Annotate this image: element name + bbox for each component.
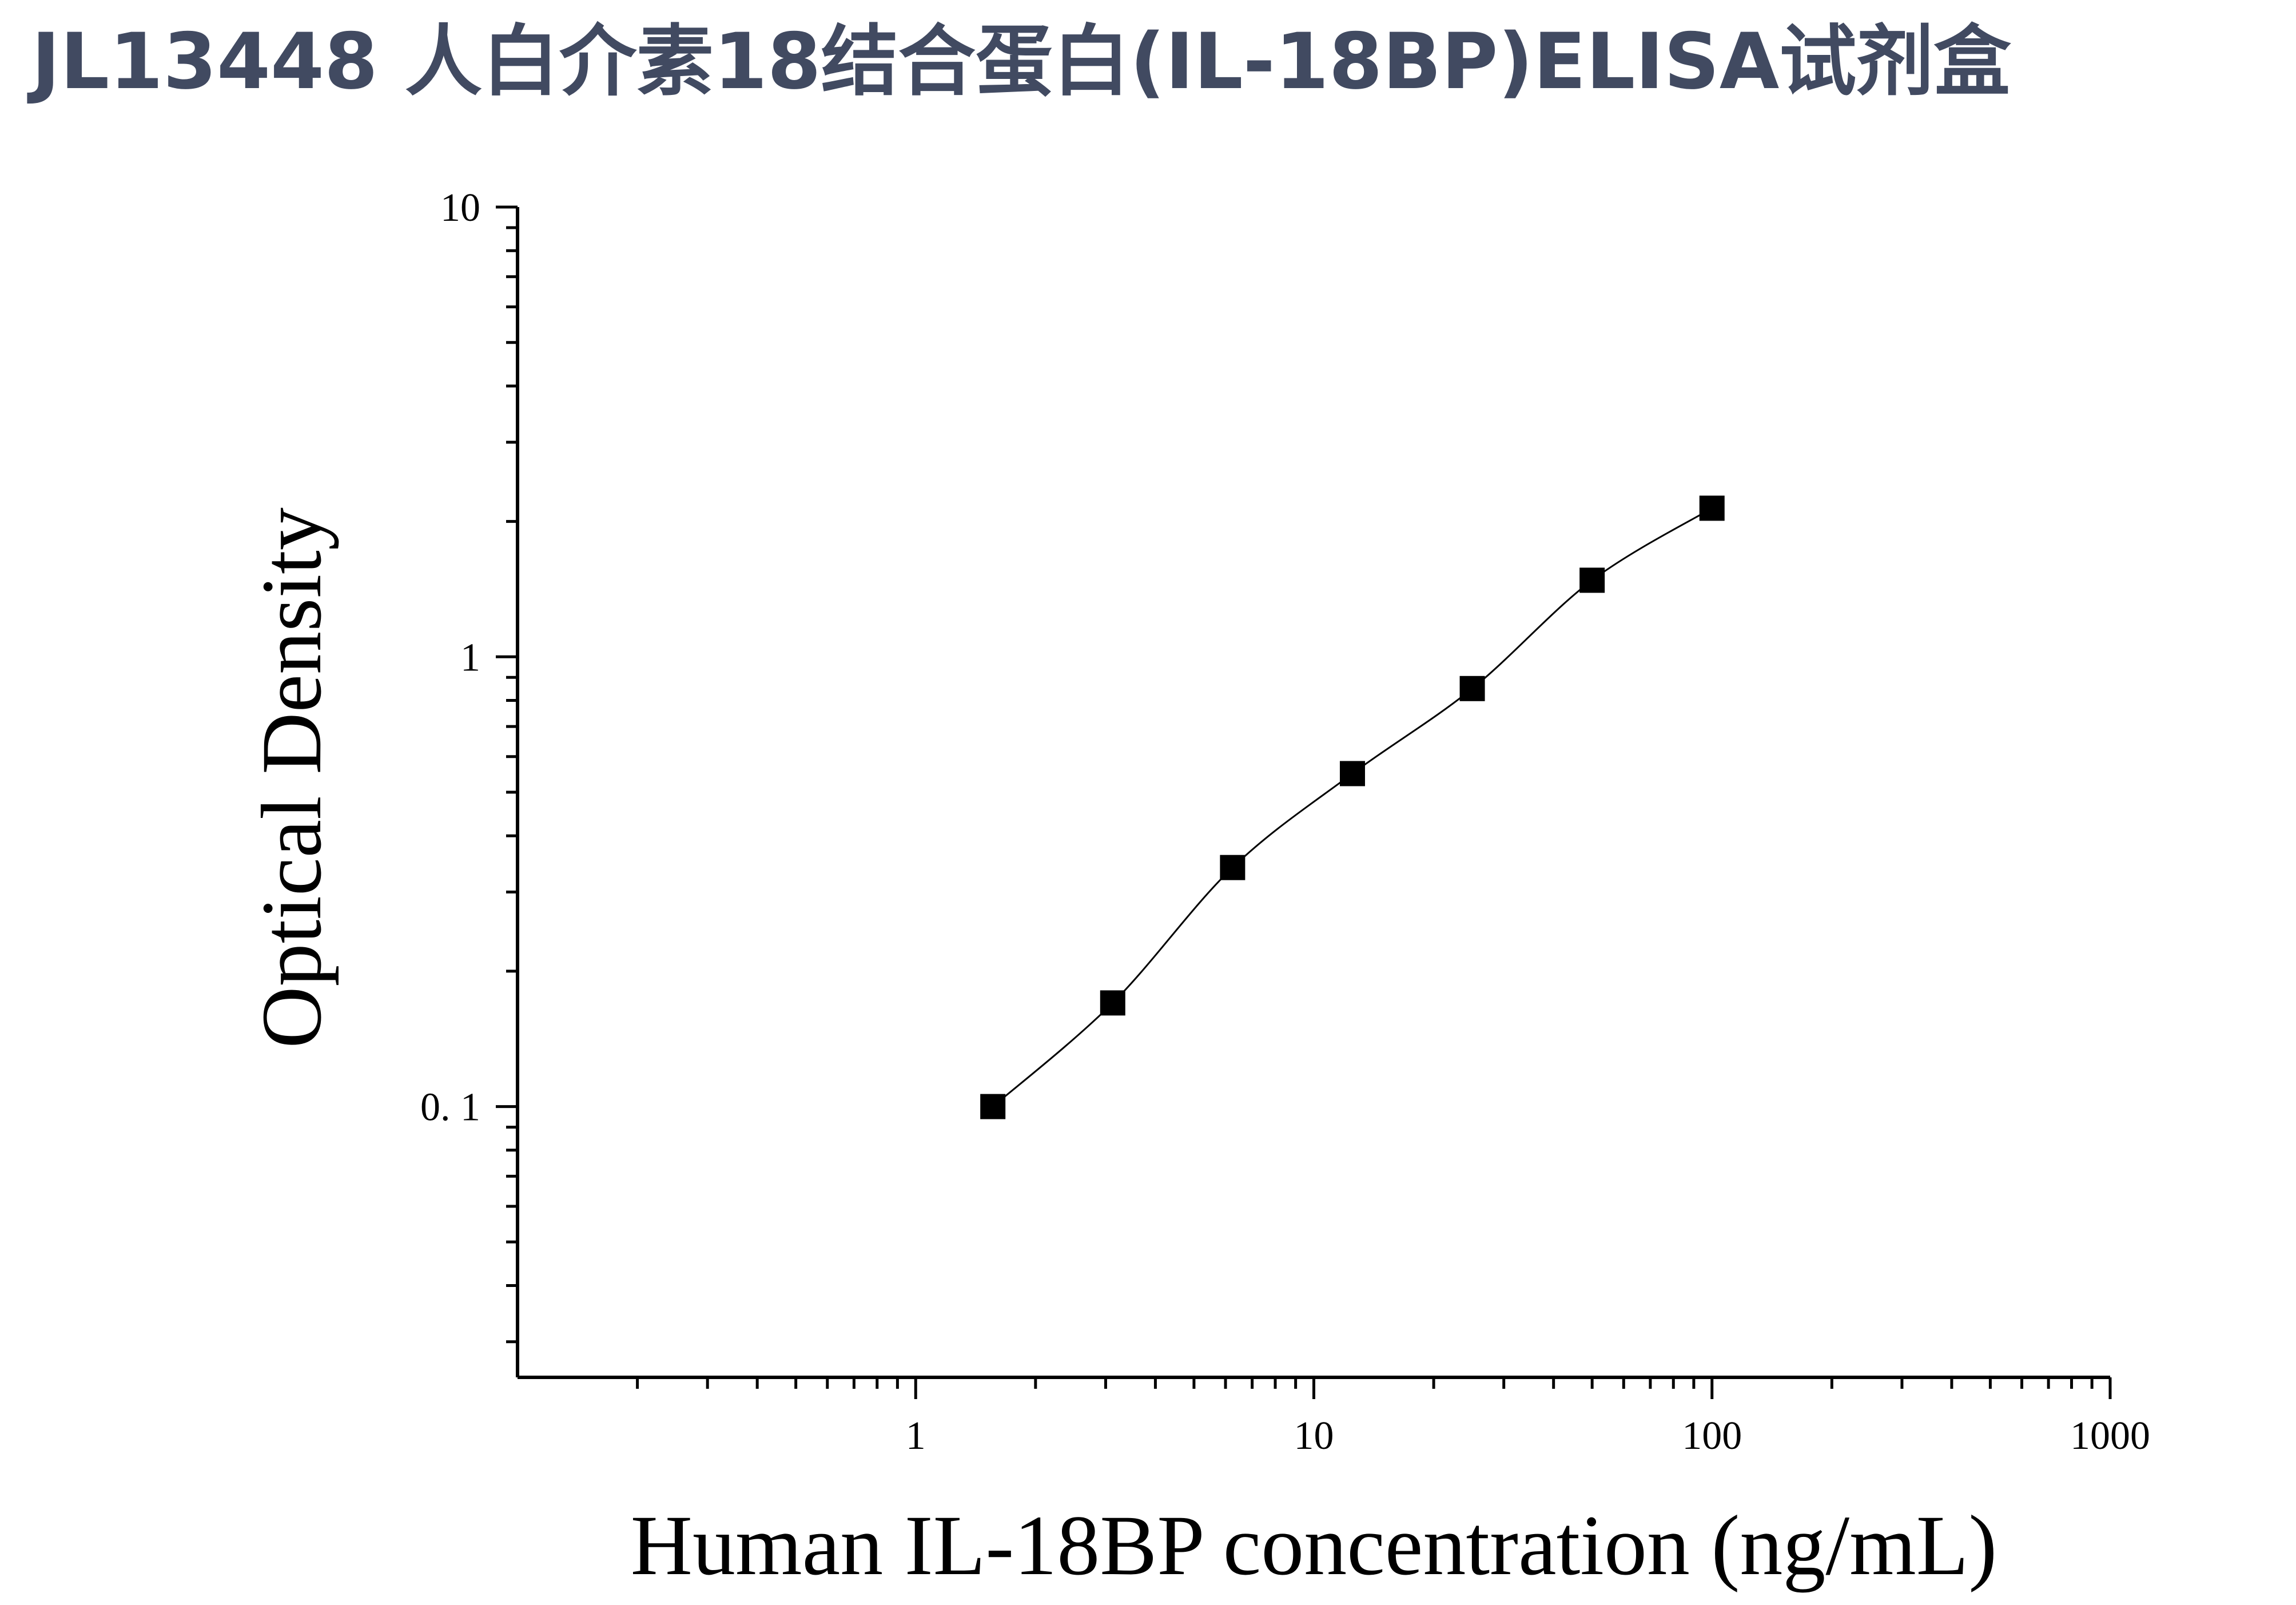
data-point (980, 1094, 1006, 1119)
y-axis-title: Optical Density (244, 507, 339, 1048)
data-point (1699, 495, 1725, 521)
fit-curve-layer (992, 507, 1713, 1107)
y-tick-label: 10 (440, 186, 480, 230)
data-points (980, 495, 1725, 1119)
y-tick-label: 0. 1 (420, 1086, 480, 1130)
tick-labels: 1 10 100 1000 0. 1 1 10 (420, 186, 2150, 1458)
data-point (1459, 676, 1485, 701)
page-title: JL13448 人白介素18结合蛋白(IL-18BP)ELISA试剂盒 (31, 17, 2011, 106)
x-tick-label: 1 (906, 1414, 926, 1458)
data-point (1339, 761, 1365, 786)
data-point (1220, 855, 1246, 880)
data-point (1100, 990, 1125, 1016)
axes (516, 207, 2110, 1379)
axis-ticks (496, 205, 2112, 1399)
x-axis-title: Human IL-18BP concentration (ng/mL) (631, 1498, 1997, 1593)
x-tick-label: 10 (1294, 1414, 1334, 1458)
x-tick-label: 1000 (2070, 1414, 2150, 1458)
y-tick-label: 1 (460, 635, 480, 680)
x-tick-label: 100 (1682, 1414, 1742, 1458)
fit-curve (992, 507, 1713, 1107)
data-point (1579, 567, 1605, 593)
